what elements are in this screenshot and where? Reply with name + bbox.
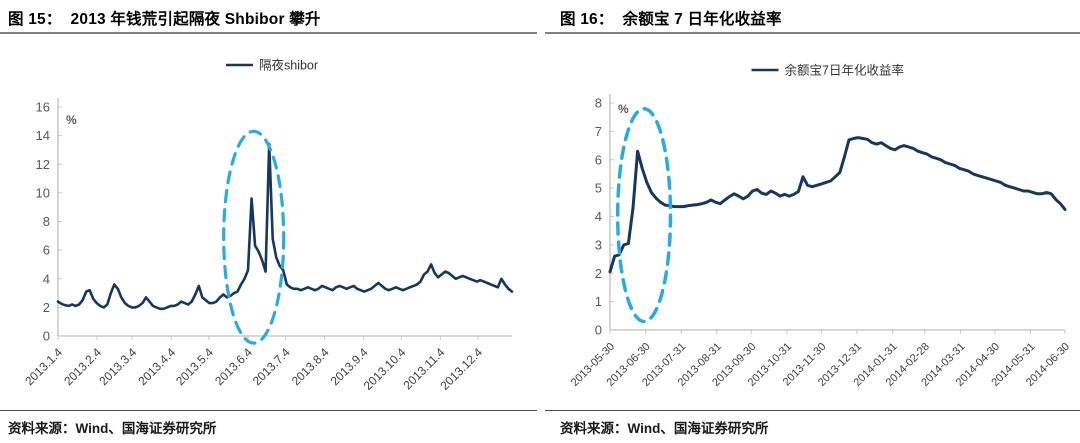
- series-line: [56, 142, 514, 311]
- y-tick-label: 6: [595, 152, 602, 167]
- y-tick-label: 4: [595, 209, 602, 224]
- x-tick-label: 2013.8.4: [289, 345, 332, 388]
- legend-label: 隔夜shibor: [259, 58, 318, 73]
- y-tick-label: 14: [36, 128, 50, 143]
- x-tick-label: 2013.2.4: [61, 345, 104, 388]
- highlight-ellipse: [222, 129, 286, 345]
- y-tick-label: 8: [595, 96, 602, 111]
- figure-16-title: 图 16： 余额宝 7 日年化收益率: [560, 11, 782, 28]
- y-tick-label: 4: [43, 271, 50, 286]
- y-tick-label: 0: [43, 329, 50, 344]
- x-tick-label: 2013.3.4: [96, 345, 139, 388]
- figure-16-line-chart: 0123456782013-05-302013-06-302013-07-312…: [569, 63, 1072, 389]
- figure-16-bottom-rule: [545, 410, 1080, 411]
- unit-label: %: [66, 113, 77, 127]
- figure-15-title-rule: [0, 32, 537, 34]
- y-tick-label: 2: [595, 266, 602, 281]
- x-tick-label: 2013.5.4: [173, 345, 216, 388]
- figure-16-source: 资料来源：Wind、国海证券研究所: [560, 421, 769, 436]
- series-line: [608, 136, 1067, 274]
- x-tick-label: 2013.7.4: [250, 345, 293, 388]
- figure-15-source: 资料来源：Wind、国海证券研究所: [8, 421, 217, 436]
- figure-16-title-rule: [545, 32, 1080, 34]
- y-tick-label: 10: [36, 185, 50, 200]
- highlight-ellipse: [615, 106, 673, 324]
- x-tick-label: 2013.10.4: [361, 345, 409, 393]
- x-tick-label: 2013.4.4: [135, 345, 178, 388]
- x-tick-label: 2013.12.4: [438, 345, 486, 393]
- figure-16: 图 16： 余额宝 7 日年化收益率 0 1 2 3 4 5 6 7 8 2013-05-30 20…: [540, 0, 1080, 443]
- x-tick-label: 2013.6.4: [212, 345, 255, 388]
- y-tick-label: 1: [595, 294, 602, 309]
- y-tick-label: 3: [595, 237, 602, 252]
- legend-label: 余额宝7日年化收益率: [785, 63, 904, 78]
- y-tick-label: 6: [43, 243, 50, 258]
- y-tick-label: 16: [36, 100, 50, 115]
- figure-15: 图 15： 2013 年钱荒引起隔夜 Shbibor 攀升 0 2 4 6 8 10 12 1…: [0, 11, 537, 436]
- y-tick-label: 0: [595, 323, 602, 338]
- figure-15-title: 图 15： 2013 年钱荒引起隔夜 Shbibor 攀升: [8, 11, 321, 28]
- figure-15-line-chart: 02468101214162013.1.42013.2.42013.3.4201…: [22, 58, 514, 393]
- y-tick-label: 5: [595, 181, 602, 196]
- y-tick-label: 2: [43, 300, 50, 315]
- figure-15-bottom-rule: [0, 410, 537, 411]
- y-tick-label: 12: [36, 157, 50, 172]
- x-tick-label: 2013.1.4: [22, 345, 65, 388]
- y-tick-label: 8: [43, 214, 50, 229]
- unit-label: %: [618, 102, 629, 116]
- y-tick-label: 7: [595, 124, 602, 139]
